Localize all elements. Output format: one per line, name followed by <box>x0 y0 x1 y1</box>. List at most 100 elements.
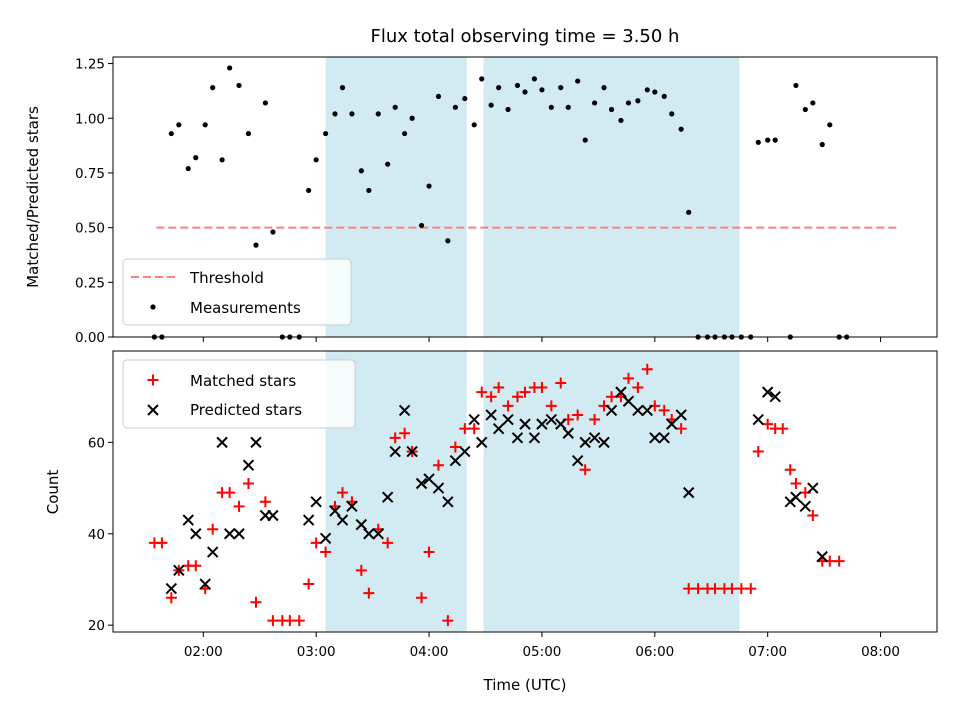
measurement-point <box>452 104 458 110</box>
measurement-point <box>539 87 545 93</box>
matched-star-point <box>190 560 202 572</box>
legend-label-threshold: Threshold <box>189 269 264 287</box>
matched-star-point <box>250 596 262 608</box>
matched-star-point <box>752 446 764 458</box>
matched-star-point <box>493 382 505 394</box>
matched-star-point <box>675 423 687 435</box>
count-axes-frame <box>112 350 938 633</box>
predicted-star-point <box>381 491 394 503</box>
predicted-star-point <box>769 390 781 403</box>
y-tick-label: 0.25 <box>75 275 105 291</box>
matched-star-point <box>807 509 819 521</box>
predicted-star-point <box>173 564 185 577</box>
matched-star-point <box>293 615 305 627</box>
measurement-point <box>548 104 554 110</box>
measurement-point <box>522 89 528 95</box>
measurement-point <box>236 82 242 89</box>
measurement-point <box>253 242 259 248</box>
predicted-star-point <box>250 436 262 449</box>
measurement-point <box>426 183 432 189</box>
predicted-star-point <box>658 432 670 444</box>
measurement-point <box>575 78 581 84</box>
matched-star-point <box>284 615 296 627</box>
predicted-star-point <box>302 514 315 526</box>
y-tick-label: 1.25 <box>75 57 105 73</box>
legend-label-measurements: Measurements <box>190 299 301 317</box>
predicted-star-point <box>415 477 428 490</box>
y-tick-label: 0.50 <box>75 221 105 237</box>
predicted-star-point <box>761 386 774 398</box>
predicted-star-point <box>571 454 584 467</box>
predicted-star-point <box>319 532 332 545</box>
matched-star-point <box>459 423 471 435</box>
predicted-star-point <box>216 436 228 449</box>
predicted-star-point <box>406 445 418 458</box>
measurement-point <box>802 106 808 113</box>
measurement-point <box>652 89 658 95</box>
measurement-point <box>462 95 468 102</box>
predicted-star-point <box>459 445 471 458</box>
measurement-point <box>582 137 588 143</box>
measurement-point <box>618 117 624 124</box>
observing-intervals-bottom <box>325 351 740 632</box>
predicted-star-point <box>267 509 279 522</box>
chart-title: Flux total observing time = 3.50 h <box>371 26 680 47</box>
ratio-legend: Threshold Measurements <box>122 258 352 326</box>
matched-star-point <box>449 441 461 453</box>
predicted-legend-swatch <box>147 404 159 416</box>
matched-star-point <box>683 583 695 595</box>
measurement-point <box>339 85 346 91</box>
predicted-star-point <box>682 486 695 499</box>
x-tick-label: 06:00 <box>635 644 674 660</box>
measurement-point <box>227 65 233 71</box>
measurement-point <box>772 137 778 143</box>
predicted-star-point <box>799 500 812 513</box>
measurement-point <box>678 126 684 132</box>
measurement-point <box>409 115 415 121</box>
x-axis-label: Time (UTC) <box>483 676 567 694</box>
measurement-point <box>270 229 276 235</box>
measurement-point <box>392 104 398 110</box>
measurements-legend-swatch <box>150 304 156 310</box>
measurement-point <box>219 157 225 163</box>
matched-star-point <box>579 464 591 476</box>
matched-star-point <box>726 583 738 595</box>
x-tick-label: 02:00 <box>184 644 223 660</box>
matched-star-point <box>259 496 271 508</box>
predicted-star-point <box>329 505 341 517</box>
measurement-point <box>176 122 182 128</box>
legend-box <box>122 359 356 429</box>
matched-star-point <box>156 537 168 549</box>
measurement-point <box>418 222 425 229</box>
ratio-y-axis-label: Matched/Predicted stars <box>24 106 42 288</box>
measurement-point <box>765 137 771 143</box>
matched-star-point <box>432 459 444 471</box>
legend-label-matched: Matched stars <box>190 372 296 390</box>
matched-legend-swatch <box>147 374 159 386</box>
count-x-ticks: 02:00 03:00 04:00 05:00 06:00 07:00 08:00 <box>184 632 900 660</box>
measurement-point <box>322 130 329 137</box>
measurement-point <box>514 82 521 89</box>
matched-star-point <box>833 555 845 567</box>
predicted-star-point <box>790 491 802 503</box>
matched-star-point <box>555 377 567 389</box>
predicted-star-point <box>207 546 219 558</box>
predicted-star-point <box>233 528 245 540</box>
measurement-point <box>185 165 191 172</box>
matched-star-point <box>762 418 774 430</box>
matched-star-point <box>303 578 315 590</box>
measurement-point <box>471 122 477 128</box>
x-tick-label: 03:00 <box>297 644 336 660</box>
measurement-point <box>332 111 338 117</box>
measurement-point <box>505 106 511 113</box>
predicted-star-point <box>372 528 384 540</box>
predicted-star-point <box>389 445 401 458</box>
x-tick-label: 05:00 <box>522 644 561 660</box>
measurement-point <box>358 168 364 174</box>
predicted-star-point <box>432 482 445 494</box>
matched-star-point <box>320 546 332 558</box>
predicted-star-point <box>363 528 375 540</box>
measurement-point <box>445 238 451 244</box>
matched-star-point <box>399 427 411 439</box>
